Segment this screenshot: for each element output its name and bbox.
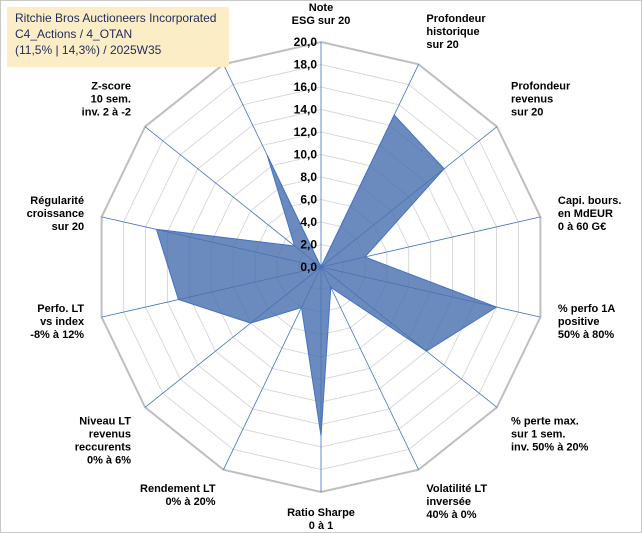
axis-spoke (320, 266, 419, 470)
tick-label: 20,0 (294, 35, 318, 49)
series-area (155, 114, 498, 436)
axis-label-line: croissance (27, 208, 84, 220)
axis-label-line: Profondeur (511, 81, 571, 93)
axis-label-line: Capi. bours. (558, 195, 622, 207)
tick-label: 0,0 (300, 260, 317, 274)
axis-label-line: historique (426, 26, 479, 38)
axis-label-line: Volatilité LT (426, 483, 487, 495)
axis-label-line: Note (309, 2, 333, 14)
axis-label-line: positive (558, 316, 600, 328)
axis-label-line: Régularité (30, 195, 84, 207)
title-line-1: Ritchie Bros Auctioneers Incorporated (15, 11, 217, 25)
axis-label: Régularité croissance sur 20 (27, 195, 84, 233)
axis-label-line: 0% à 20% (165, 496, 215, 508)
tick-label: 4,0 (300, 215, 317, 229)
axis-label-line: Rendement LT (140, 483, 216, 495)
tick-label: 12,0 (294, 125, 318, 139)
axis-label-line: Profondeur (426, 13, 486, 25)
tick-label: 8,0 (300, 170, 317, 184)
tick-label: 6,0 (300, 193, 317, 207)
axis-label-line: reccurents (75, 442, 131, 454)
axis-label: Note ESG sur 20 (292, 2, 351, 27)
tick-label: 18,0 (294, 58, 318, 72)
axis-label-line: % perte max. (511, 416, 579, 428)
axis-label-line: revenus (511, 94, 553, 106)
axis-label-line: vs index (40, 316, 85, 328)
axis-label-line: -8% à 12% (30, 329, 84, 341)
axis-label-line: en MdEUR (558, 208, 613, 220)
axis-label-line: Z-score (91, 81, 131, 93)
axis-label-line: Niveau LT (79, 416, 131, 428)
axis-label-line: 0 à 60 G€ (558, 221, 606, 233)
axis-label-line: sur 20 (511, 107, 543, 119)
axis-label-line: 50% à 80% (558, 329, 614, 341)
tick-layer: 0,0 2,0 4,0 6,0 8,0 10,0 12,0 14,0 16,0 18,0 20,0 (294, 35, 318, 274)
axis-label: % perfo 1A positive 50% à 80% (558, 303, 616, 341)
axis-label-line: 40% à 0% (426, 509, 476, 521)
axis-label-line: revenus (89, 429, 131, 441)
title-line-3: (11,5% | 14,3%) / 2025W35 (15, 43, 162, 57)
title-box: Ritchie Bros Auctioneers Incorporated C4… (7, 7, 229, 67)
axis-label-line: 10 sem. (91, 94, 131, 106)
axis-label: Perfo. LT vs index -8% à 12% (30, 303, 85, 341)
axis-label-line: ESG sur 20 (292, 15, 351, 27)
axis-label-line: % perfo 1A (558, 303, 616, 315)
label-layer: Note ESG sur 20 Profondeur historique sur 20… (27, 2, 622, 532)
axis-label: Z-score 10 sem. inv. 2 à -2 (82, 81, 131, 119)
axis-label-line: Ratio Sharpe (287, 507, 355, 519)
tick-label: 16,0 (294, 80, 318, 94)
title-line-2: C4_Actions / 4_OTAN (15, 27, 133, 41)
axis-label: % perte max. sur 1 sem. inv. 50% à 20% (511, 416, 589, 454)
axis-label-line: inv. 50% à 20% (511, 442, 589, 454)
axis-label-line: sur 20 (52, 221, 84, 233)
axis-label: Volatilité LT inversée 40% à 0% (426, 483, 487, 521)
axis-label-line: Perfo. LT (37, 303, 84, 315)
axis-label: Profondeur historique sur 20 (426, 13, 486, 51)
axis-spoke (144, 126, 322, 268)
axis-label: Niveau LT revenus reccurents 0% à 6% (75, 416, 132, 467)
axis-label-line: sur 20 (426, 39, 458, 51)
axis-label-line: inversée (426, 496, 471, 508)
axis-label: Capi. bours. en MdEUR 0 à 60 G€ (558, 195, 622, 233)
axis-label-line: 0% à 6% (87, 455, 131, 467)
axis-label-line: inv. 2 à -2 (82, 107, 131, 119)
tick-label: 10,0 (294, 148, 318, 162)
series-layer (155, 114, 498, 436)
axis-label: Profondeur revenus sur 20 (511, 81, 571, 119)
axis-label: Rendement LT 0% à 20% (140, 483, 216, 508)
axis-label-line: 0 à 1 (309, 520, 333, 532)
tick-label: 2,0 (300, 238, 317, 252)
tick-label: 14,0 (294, 103, 318, 117)
axis-label: Ratio Sharpe 0 à 1 (287, 507, 355, 532)
axis-label-line: sur 1 sem. (511, 429, 565, 441)
